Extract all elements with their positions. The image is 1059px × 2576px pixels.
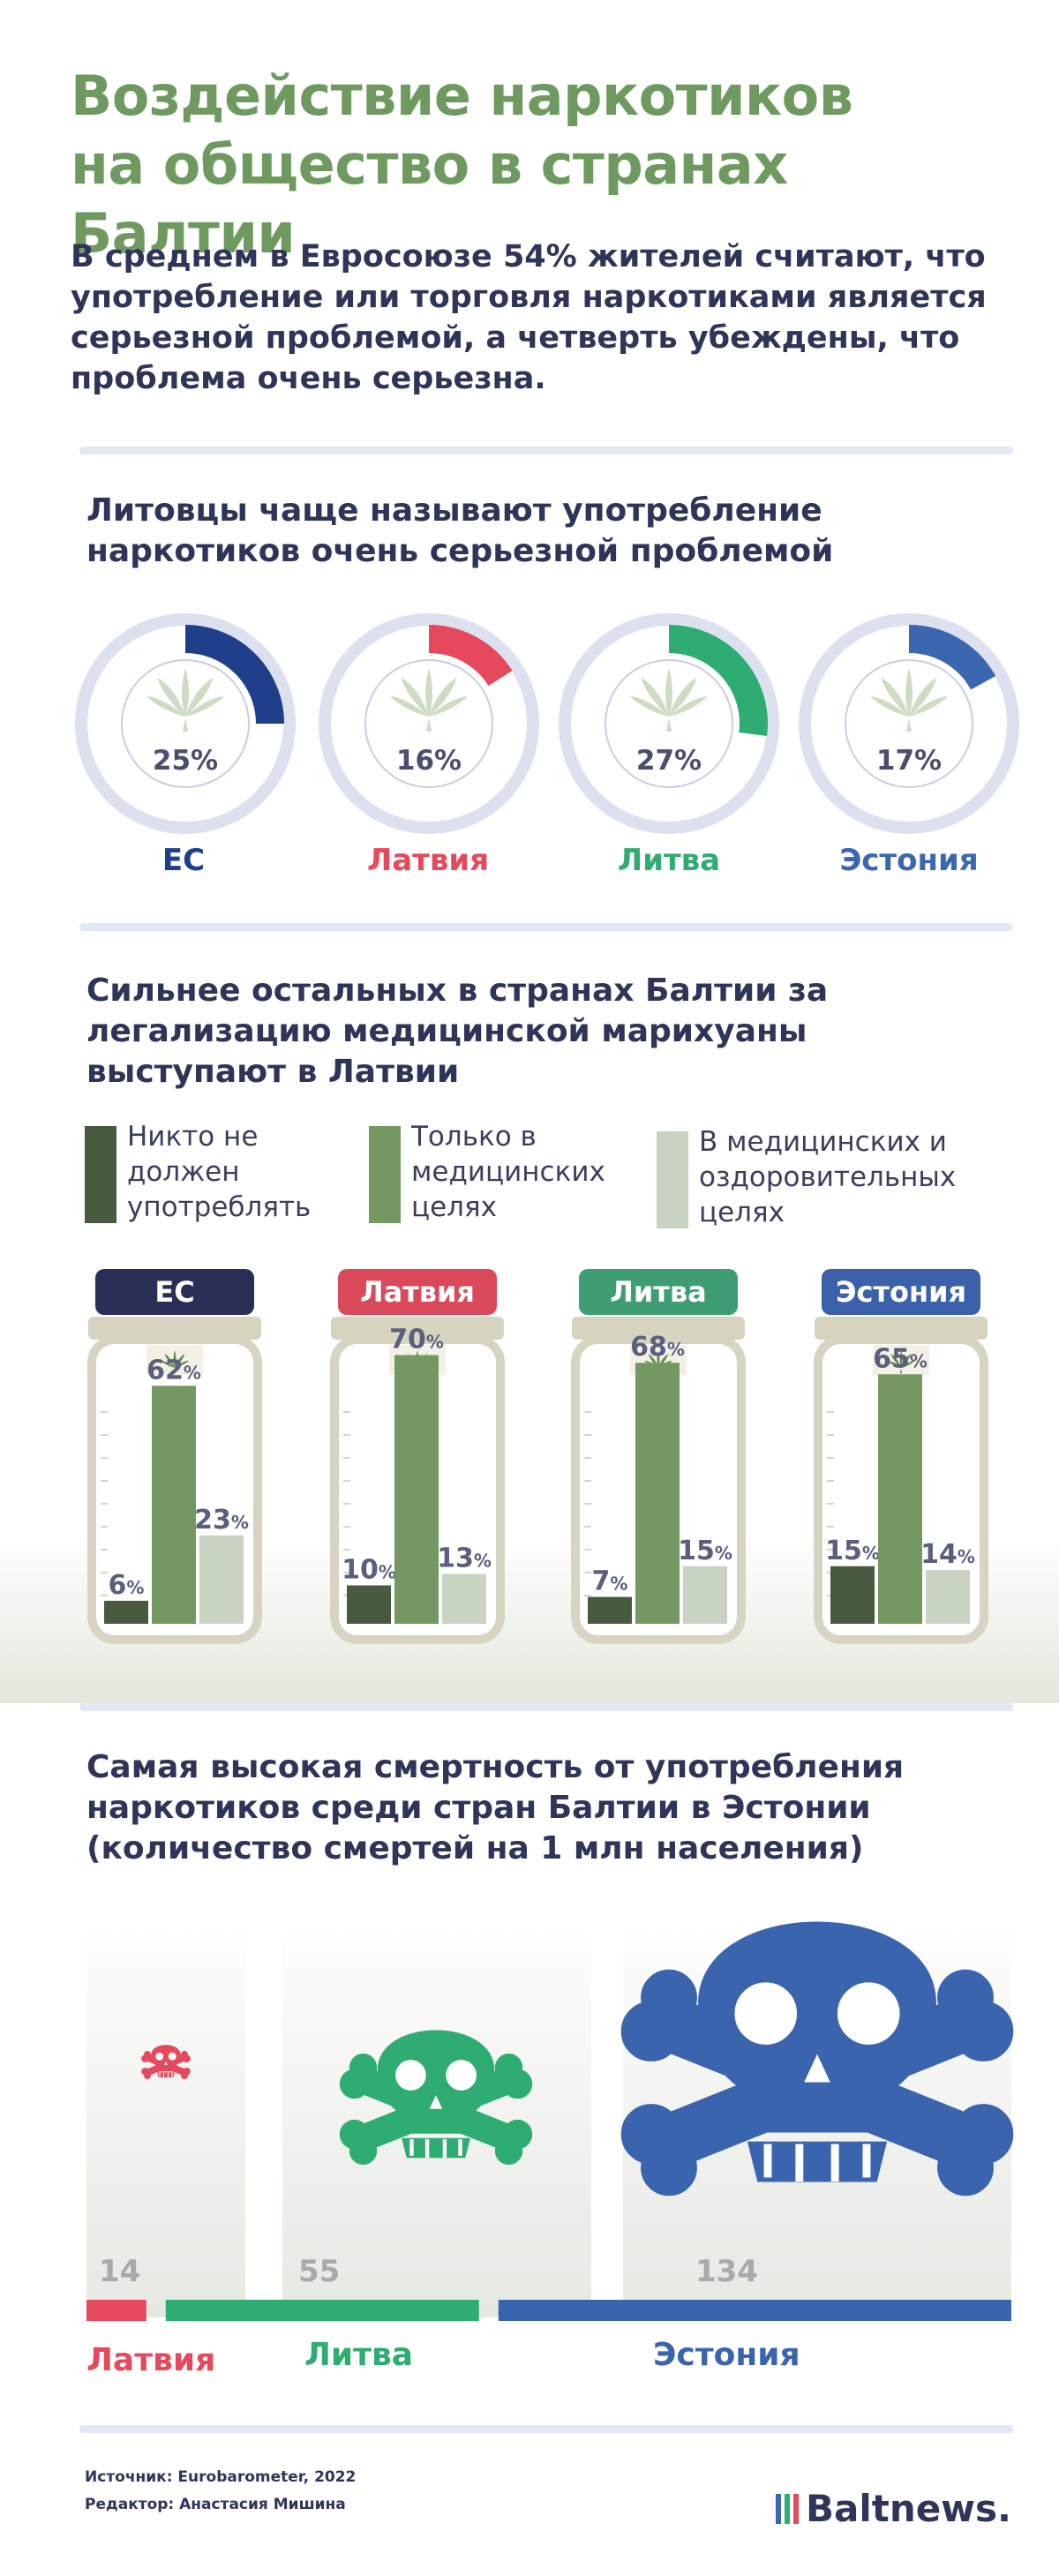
page-title: Воздействие наркотиков на общество в стр… <box>71 62 1024 268</box>
page-title-line2: на общество в странах Балтии <box>71 132 788 266</box>
page-title-line1: Воздействие наркотиков <box>71 64 853 128</box>
bar <box>104 1600 148 1624</box>
jar-rim <box>572 1317 745 1340</box>
ring-label-lithuania: Литва <box>617 843 721 878</box>
bar <box>830 1566 875 1624</box>
jars-chart: 6%62%23%10%70%13%7%68%15% 15%65%14% <box>87 1317 988 1644</box>
bar <box>926 1570 970 1624</box>
percent-sign: % <box>126 1577 144 1598</box>
ring-arc <box>668 625 768 737</box>
percent-sign: % <box>667 1339 685 1360</box>
ring-label-estonia: Эстония <box>839 843 979 878</box>
legend-label: Никто не должен употреблять <box>127 1121 312 1223</box>
footer-editor: Редактор: Анастасия Мишина <box>85 2496 346 2513</box>
death-value-latvia: 14 <box>99 2254 141 2289</box>
percent-sign: % <box>379 1562 396 1583</box>
legend-label: Только в медицинских целях <box>411 1121 605 1223</box>
bar <box>347 1585 391 1624</box>
percent-sign: % <box>474 1550 492 1571</box>
death-bar <box>86 2300 146 2321</box>
ring-label-eu: ЕС <box>161 843 206 878</box>
legend-label: В медицинских и оздоровительных целях <box>699 1126 957 1228</box>
bar <box>683 1566 727 1624</box>
percent-sign: % <box>862 1543 880 1564</box>
section2-title: Сильнее остальных в странах Балтии за ле… <box>86 973 829 1090</box>
bar <box>635 1363 680 1624</box>
ring-arc <box>428 625 513 687</box>
jar-cap-latvia: Латвия <box>338 1269 497 1315</box>
ring-value-label: 25% <box>153 745 218 777</box>
bar <box>588 1596 632 1624</box>
death-value-lithuania: 55 <box>298 2254 341 2289</box>
bar <box>152 1386 196 1624</box>
percent-sign: % <box>910 1350 928 1371</box>
separator <box>79 923 1013 931</box>
death-label-estonia: Эстония <box>653 2337 800 2373</box>
death-column <box>86 1906 245 2317</box>
ring-value-label: 17% <box>876 745 942 777</box>
death-label-lithuania: Литва <box>304 2337 414 2373</box>
percent-sign: % <box>184 1362 201 1383</box>
bar <box>878 1374 922 1624</box>
jar-cap-estonia: Эстония <box>822 1269 980 1315</box>
ring-value-label: 16% <box>396 745 462 777</box>
percent-sign: % <box>610 1573 627 1595</box>
death-value-estonia: 134 <box>695 2254 758 2289</box>
separator <box>79 2425 1013 2433</box>
section3-title: Самая высокая смертность от употребления… <box>86 1749 905 1866</box>
logo-text: Baltnews. <box>806 2487 1011 2530</box>
ring-value-label: 27% <box>636 745 702 777</box>
bar-value-label: 62% <box>146 1355 201 1386</box>
ring-arc <box>184 625 284 725</box>
bar <box>394 1355 439 1624</box>
percent-sign: % <box>231 1512 249 1533</box>
ring-label-latvia: Латвия <box>366 843 490 878</box>
baltnews-logo: Baltnews. <box>776 2487 1011 2530</box>
separator <box>79 447 1013 454</box>
separator <box>79 1703 1013 1711</box>
death-label-latvia: Латвия <box>86 2342 216 2378</box>
jar-rim <box>331 1317 504 1340</box>
bar <box>199 1535 244 1624</box>
section1-title: Литовцы чаще называют употребление нарко… <box>86 492 834 569</box>
intro-text: В среднем в Евросоюзе 54% жителей считаю… <box>71 239 987 396</box>
percent-sign: % <box>426 1332 444 1353</box>
percent-sign: % <box>715 1543 732 1564</box>
death-bar <box>165 2300 479 2321</box>
legend: Никто не должен употреблять Только в мед… <box>85 1121 1029 1237</box>
footer-source: Источник: Eurobarometer, 2022 <box>85 2468 357 2486</box>
legend-swatch <box>657 1131 688 1228</box>
jar-rim <box>88 1317 261 1340</box>
jar-cap-eu: ЕС <box>95 1269 254 1315</box>
jar-cap-lithuania: Литва <box>579 1269 738 1315</box>
ring-chart: 25% 16% 27% 17% <box>75 613 1019 834</box>
legend-swatch <box>369 1126 401 1223</box>
jar-rim <box>815 1317 988 1340</box>
ring-arc <box>908 625 996 690</box>
percent-sign: % <box>958 1546 975 1567</box>
legend-swatch <box>85 1126 116 1223</box>
deaths-chart <box>86 1889 1059 2321</box>
bar <box>442 1573 486 1624</box>
death-bar <box>498 2300 1011 2321</box>
